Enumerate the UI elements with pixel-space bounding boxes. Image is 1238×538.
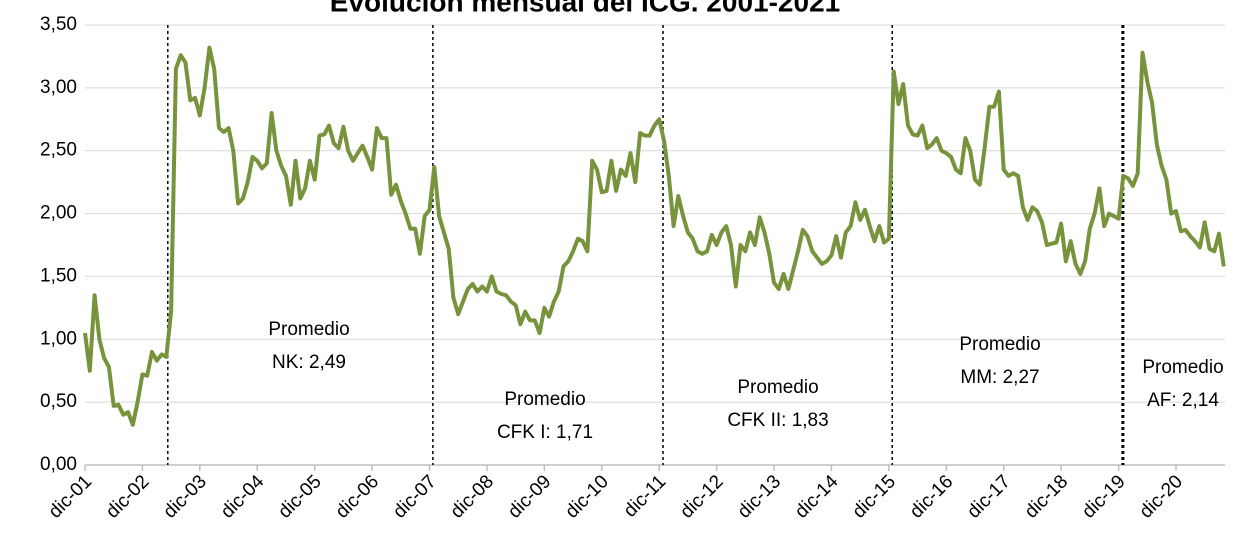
annotation: Promedio bbox=[737, 377, 818, 398]
annotation: Promedio bbox=[268, 319, 349, 340]
y-tick-label: 3,50 bbox=[40, 14, 77, 35]
y-tick-label: 2,00 bbox=[40, 203, 77, 224]
annotation: CFK I: 1,71 bbox=[497, 422, 593, 443]
y-tick-label: 0,00 bbox=[40, 454, 77, 475]
y-tick-label: 1,50 bbox=[40, 265, 77, 286]
y-tick-label: 3,00 bbox=[40, 77, 77, 98]
annotation: Promedio bbox=[1142, 357, 1223, 378]
annotation: AF: 2,14 bbox=[1147, 390, 1219, 411]
annotation: Promedio bbox=[504, 389, 585, 410]
annotation: NK: 2,49 bbox=[272, 352, 346, 373]
annotation: Promedio bbox=[959, 334, 1040, 355]
line-series bbox=[83, 45, 1226, 427]
y-tick-label: 2,50 bbox=[40, 140, 77, 161]
annotation: MM: 2,27 bbox=[960, 367, 1039, 388]
annotation: CFK II: 1,83 bbox=[727, 410, 828, 431]
y-tick-label: 0,50 bbox=[40, 391, 77, 412]
y-tick-label: 1,00 bbox=[40, 328, 77, 349]
chart-title: Evolución mensual del ICG. 2001-2021 bbox=[330, 0, 840, 17]
